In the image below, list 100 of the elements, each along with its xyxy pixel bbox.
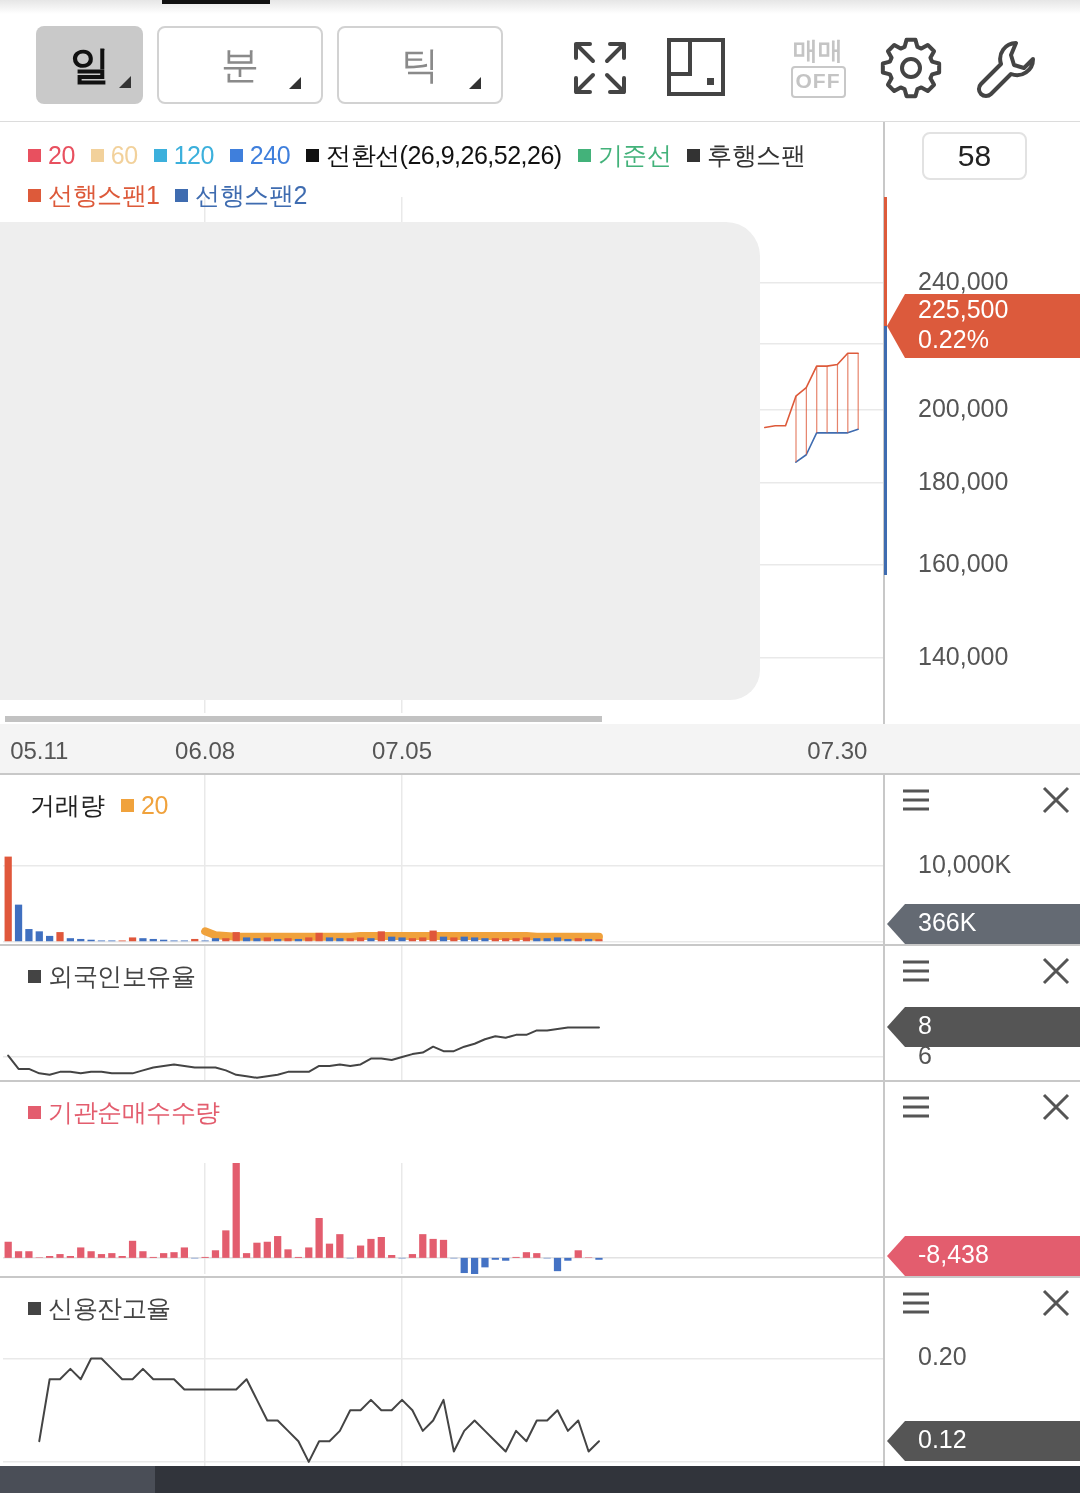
- text: 225,500 0.22%: [918, 294, 1009, 353]
- bar: [139, 1251, 147, 1258]
- bar: [574, 1250, 582, 1258]
- bar: [232, 1163, 240, 1258]
- y-tick-label: 140,000: [918, 641, 1009, 670]
- x-tick-label: 07.05: [372, 737, 433, 765]
- bar: [377, 1237, 385, 1258]
- bar: [253, 938, 261, 942]
- bar: [388, 1255, 396, 1258]
- bar: [522, 1252, 531, 1258]
- bar: [336, 938, 344, 942]
- bar: [398, 937, 406, 942]
- bar: [128, 1240, 137, 1258]
- bar: [263, 937, 271, 942]
- legend-label: 120: [173, 140, 214, 171]
- bar: [222, 938, 230, 942]
- bar: [564, 938, 572, 942]
- bar: [14, 1251, 23, 1258]
- bar: [56, 1254, 64, 1258]
- text: -8,438: [918, 1239, 989, 1268]
- bar: [211, 938, 220, 942]
- bar: [305, 937, 313, 942]
- legend-label: 기관순매수수량: [48, 1097, 220, 1128]
- bar: [139, 938, 147, 942]
- dropdown-button: 일: [36, 26, 143, 104]
- bar: [108, 1253, 116, 1258]
- bar: [356, 1245, 365, 1258]
- bar: [56, 932, 64, 942]
- bar: [533, 938, 541, 942]
- bar: [263, 1241, 271, 1258]
- bar: [502, 1257, 510, 1261]
- bar: [284, 938, 292, 942]
- bar: [211, 1250, 220, 1258]
- bar: [284, 1249, 292, 1258]
- dropdown-button: 분: [157, 26, 323, 104]
- bar: [574, 938, 582, 942]
- bar: [419, 1234, 427, 1258]
- bar: [232, 932, 240, 942]
- bar: [408, 938, 417, 942]
- bar: [460, 1257, 468, 1274]
- legend-label: 기준선: [597, 140, 672, 171]
- bar: [336, 1234, 344, 1258]
- bar: [274, 1236, 282, 1258]
- bar: [325, 1243, 334, 1258]
- bar: [491, 938, 499, 942]
- y-tick-label: 200,000: [918, 393, 1009, 422]
- bar: [564, 1257, 572, 1261]
- bar: [4, 1241, 12, 1258]
- y-tick-label: 180,000: [918, 467, 1009, 496]
- y-tick-label: 0.12: [918, 1425, 967, 1454]
- bar: [305, 1247, 313, 1258]
- text: 거래량: [30, 790, 105, 821]
- bar: [25, 1251, 33, 1258]
- x-tick-label: 05.11: [10, 737, 69, 765]
- bar: [128, 937, 137, 942]
- legend-label: 240: [249, 140, 291, 171]
- bar: [356, 937, 365, 942]
- bar: [450, 937, 458, 942]
- y-tick-label: 160,000: [918, 548, 1009, 577]
- bar: [367, 1238, 375, 1258]
- legend-label: 선행스팬1: [48, 180, 160, 211]
- bar: [160, 1253, 168, 1258]
- y-tick-label: 0.20: [918, 1342, 967, 1371]
- x-tick-label: 07.30: [807, 737, 868, 765]
- bar: [419, 937, 427, 942]
- bar: [87, 1251, 95, 1258]
- bar: [439, 1239, 448, 1258]
- bar: [25, 929, 33, 942]
- bar: [408, 1254, 417, 1258]
- bar: [315, 1218, 323, 1258]
- bar: [533, 1253, 541, 1258]
- bar: [429, 930, 437, 942]
- bar: [4, 856, 12, 942]
- bar: [315, 932, 323, 942]
- y-tick-label: 240,000: [918, 267, 1009, 296]
- bar: [522, 937, 531, 942]
- number-field: 58: [922, 132, 1027, 180]
- bar: [242, 937, 251, 942]
- legend-label: 20: [141, 790, 168, 821]
- legend-label: 20: [48, 140, 75, 171]
- bar: [429, 1238, 437, 1258]
- legend-label: 60: [110, 140, 138, 171]
- legend-label: 선행스팬2: [195, 180, 307, 211]
- bar: [35, 931, 43, 942]
- bar: [470, 937, 479, 942]
- bar: [481, 1257, 489, 1268]
- legend-label: 전환선(26,9,26,52,26): [326, 140, 562, 171]
- bar: [325, 937, 334, 942]
- bar: [481, 938, 489, 942]
- bar: [377, 931, 385, 942]
- bar: [77, 1247, 85, 1258]
- legend-label: 외국인보유율: [48, 961, 195, 992]
- bar: [97, 1254, 106, 1258]
- y-tick-label: 8: [918, 1011, 932, 1040]
- bar: [170, 1252, 178, 1258]
- legend-label: 후행스팬: [707, 140, 806, 171]
- text: 366K: [918, 907, 977, 936]
- bar: [502, 938, 510, 942]
- bar: [595, 939, 603, 942]
- bar: [180, 1247, 189, 1258]
